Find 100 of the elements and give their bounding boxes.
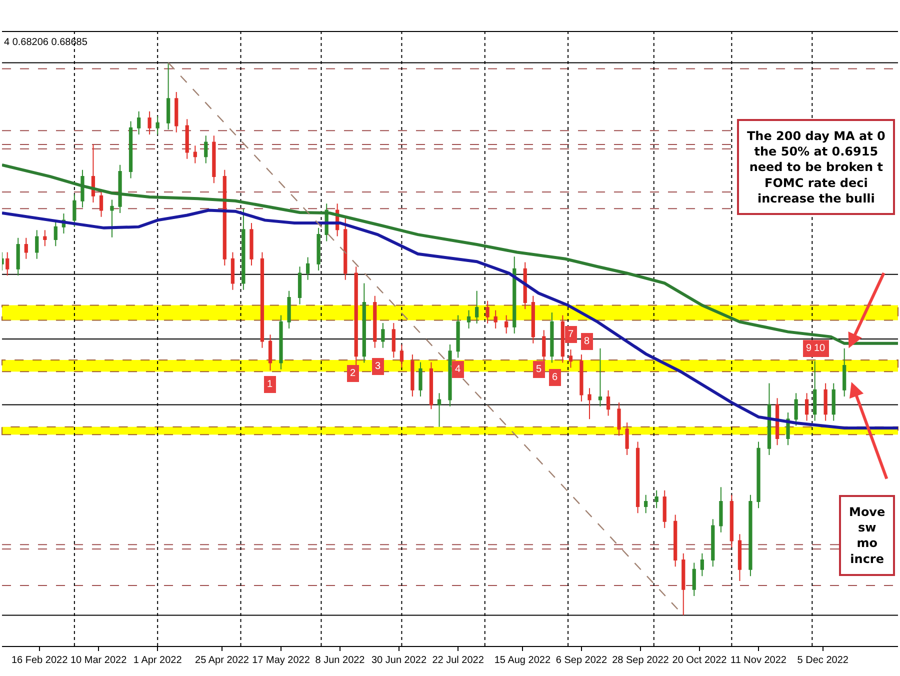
x-tick-label: 22 Jul 2022 — [432, 655, 484, 666]
annotation: 6 — [552, 372, 558, 383]
candlestick — [204, 135, 208, 164]
annotation: 4 — [455, 364, 461, 375]
candlestick — [662, 490, 666, 528]
candlestick — [306, 256, 310, 280]
candlestick — [72, 194, 76, 228]
x-tick-label: 5 Dec 2022 — [797, 655, 849, 666]
candlestick — [794, 392, 798, 426]
candlestick — [6, 252, 10, 276]
x-tick-label: 15 Aug 2022 — [494, 655, 551, 666]
x-tick-label: 20 Oct 2022 — [672, 655, 728, 666]
candlestick — [767, 382, 772, 456]
candlestick — [625, 422, 629, 456]
candlestick — [756, 441, 760, 509]
candlestick — [824, 382, 828, 422]
candlestick — [43, 230, 47, 247]
candlestick — [298, 266, 302, 305]
candlestick — [54, 220, 58, 247]
annotation: 2 — [350, 368, 356, 379]
candlestick — [400, 344, 404, 368]
candlestick — [222, 169, 226, 266]
annotation: 8 — [584, 336, 590, 347]
x-tick-label: 17 May 2022 — [252, 655, 310, 666]
candlestick — [654, 490, 658, 509]
candlestick — [230, 252, 235, 290]
candlestick — [550, 312, 554, 364]
annotation: 10 — [814, 343, 826, 354]
candlestick — [644, 494, 648, 514]
candlestick — [156, 116, 160, 136]
candlestick — [91, 144, 96, 204]
candlestick — [568, 349, 573, 368]
candlestick — [504, 314, 508, 334]
candlestick — [486, 300, 490, 324]
candlestick — [475, 290, 479, 324]
candlestick — [748, 494, 752, 577]
annotation: Move sw mo incre — [849, 505, 886, 566]
candlestick — [636, 441, 640, 514]
text: 4 0.68206 0.68685 — [4, 37, 88, 48]
x-tick-label: 30 Jun 2022 — [372, 655, 427, 666]
candlestick — [448, 344, 452, 407]
candlestick — [287, 290, 291, 329]
x-tick-label: 6 Sep 2022 — [556, 655, 608, 666]
candlestick — [588, 388, 592, 420]
candlestick — [580, 354, 584, 402]
annotation: 3 — [375, 361, 381, 372]
candlestick — [523, 262, 527, 310]
annotation: 1 — [267, 379, 273, 390]
candlestick — [118, 164, 122, 214]
candlestick — [418, 362, 422, 397]
candlestick — [260, 252, 264, 348]
candlestick — [531, 295, 535, 344]
annotation: 7 — [568, 329, 574, 340]
annotation: The 200 day MA at 0 the 50% at 0.6915 need to be broken t FOMC rate deci increase the bulli — [747, 129, 886, 206]
candlestick — [692, 562, 696, 596]
candlestick — [268, 334, 272, 371]
candlestick — [193, 145, 197, 164]
candlestick — [373, 295, 377, 348]
candlestick — [606, 390, 610, 416]
candlestick — [35, 230, 39, 260]
candlestick — [437, 392, 442, 428]
candlestick — [316, 227, 320, 271]
candlestick — [429, 362, 434, 410]
candlestick — [148, 110, 152, 136]
candlestick — [166, 62, 170, 130]
candlestick — [279, 314, 283, 370]
candlestick — [560, 314, 564, 364]
x-tick-label: 16 Feb 2022 — [11, 655, 68, 666]
candlestick — [832, 382, 836, 422]
candlestick — [711, 518, 715, 568]
candlestick — [700, 552, 704, 577]
annotation: 9 — [806, 343, 812, 354]
candlestick — [174, 91, 178, 133]
candlestick — [410, 354, 414, 397]
candlestick — [738, 534, 742, 582]
candlestick — [456, 314, 460, 358]
candlestick — [137, 110, 141, 136]
x-tick-label: 8 Jun 2022 — [315, 655, 366, 666]
x-tick-label: 1 Apr 2022 — [133, 655, 182, 666]
x-tick-label: 25 Apr 2022 — [195, 655, 250, 666]
x-tick-label: 10 Mar 2022 — [70, 655, 128, 666]
candlestick — [250, 222, 254, 266]
candlestick — [381, 322, 385, 348]
candlestick — [24, 237, 28, 260]
candlestick — [730, 494, 734, 548]
candlestick — [512, 256, 516, 334]
candlestick — [392, 322, 396, 358]
candlestick — [242, 208, 246, 290]
candlestick — [682, 552, 686, 616]
candlestick — [494, 310, 498, 329]
candlestick — [719, 486, 723, 533]
candlestick — [842, 348, 846, 397]
candlestick — [128, 120, 133, 179]
x-tick-label: 28 Sep 2022 — [612, 655, 670, 666]
candlestick — [804, 392, 809, 422]
candlestick — [775, 398, 780, 446]
x-tick-label: 11 Nov 2022 — [730, 655, 787, 666]
candlestick — [674, 514, 678, 568]
candlestick — [344, 217, 348, 280]
candlestick — [185, 118, 189, 160]
